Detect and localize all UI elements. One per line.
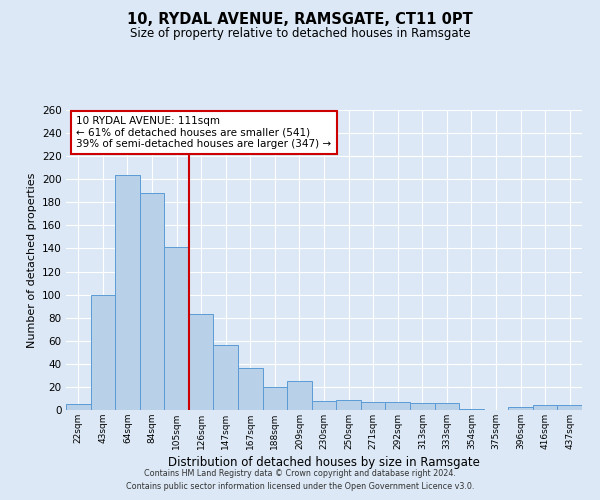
Bar [214,346,238,410]
Bar [385,402,410,410]
Bar [459,409,484,410]
Bar [361,402,385,410]
Bar [434,403,459,410]
X-axis label: Distribution of detached houses by size in Ramsgate: Distribution of detached houses by size … [168,456,480,469]
Text: 10, RYDAL AVENUE, RAMSGATE, CT11 0PT: 10, RYDAL AVENUE, RAMSGATE, CT11 0PT [127,12,473,28]
Bar [66,404,91,410]
Bar [287,381,312,410]
Bar [557,406,582,410]
Text: Size of property relative to detached houses in Ramsgate: Size of property relative to detached ho… [130,28,470,40]
Bar [508,406,533,410]
Bar [164,248,189,410]
Bar [263,387,287,410]
Text: Contains public sector information licensed under the Open Government Licence v3: Contains public sector information licen… [126,482,474,491]
Bar [189,314,214,410]
Bar [91,294,115,410]
Bar [410,403,434,410]
Bar [336,400,361,410]
Bar [238,368,263,410]
Y-axis label: Number of detached properties: Number of detached properties [26,172,37,348]
Bar [533,406,557,410]
Bar [140,193,164,410]
Text: Contains HM Land Registry data © Crown copyright and database right 2024.: Contains HM Land Registry data © Crown c… [144,468,456,477]
Bar [312,401,336,410]
Text: 10 RYDAL AVENUE: 111sqm
← 61% of detached houses are smaller (541)
39% of semi-d: 10 RYDAL AVENUE: 111sqm ← 61% of detache… [76,116,331,149]
Bar [115,174,140,410]
